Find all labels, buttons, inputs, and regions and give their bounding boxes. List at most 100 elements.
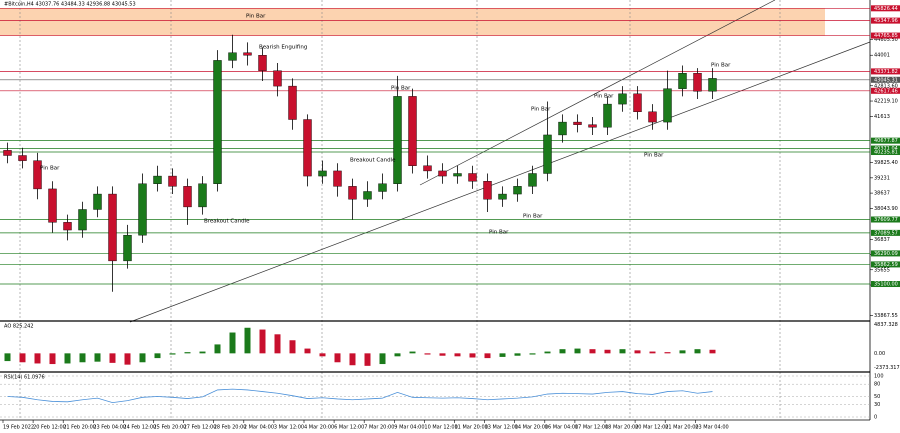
level-label: 43045.31 — [874, 77, 898, 83]
ao-bar — [394, 353, 401, 357]
candle-body — [513, 186, 522, 195]
y-tick-label: 0 — [874, 415, 877, 421]
level-label: 37089.57 — [874, 230, 898, 236]
candle-body — [408, 96, 417, 166]
y-tick-label: 4837.328 — [874, 322, 898, 328]
ao-bar — [334, 353, 341, 363]
candle-body — [708, 78, 717, 92]
x-tick-label: 4 Mar 20:00 — [304, 425, 334, 431]
candle-body — [618, 93, 627, 105]
ao-bar — [349, 353, 356, 366]
level-label: 44765.85 — [874, 33, 898, 39]
ao-bar — [484, 353, 491, 359]
candle-body — [228, 52, 237, 61]
level-label: 37609.77 — [874, 217, 898, 223]
ao-bar — [169, 353, 176, 355]
y-tick-label: 100 — [874, 374, 884, 380]
ao-bar — [589, 349, 596, 354]
y-tick-label: 39825.40 — [874, 160, 898, 166]
level-label: 45347.96 — [874, 18, 898, 24]
ao-bar — [664, 352, 671, 354]
candle-body — [663, 88, 672, 123]
annotation: Pin Bar — [489, 230, 509, 236]
rsi-line — [7, 388, 713, 404]
level-label: 35862.59 — [874, 262, 898, 268]
candle-body — [123, 234, 132, 262]
candle-body — [348, 186, 357, 200]
candle-body — [168, 175, 177, 187]
candle-body — [483, 181, 492, 200]
candle-body — [243, 52, 252, 56]
x-tick-label: 13 Mar 12:00 — [485, 425, 518, 431]
y-tick-label: 38637 — [874, 191, 890, 197]
ao-bar — [64, 353, 71, 364]
candle-body — [393, 96, 402, 184]
level-label: 40235.81 — [874, 150, 898, 156]
candle-body — [438, 170, 447, 177]
x-tick-label: 18 Mar 20:00 — [605, 425, 638, 431]
candle-body — [543, 134, 552, 174]
candle-body — [603, 103, 612, 128]
ao-bar — [259, 329, 266, 354]
level-label: 36290.09 — [874, 251, 898, 257]
candle-body — [678, 73, 687, 89]
candle-body — [153, 175, 162, 184]
annotation: Pin Bar — [711, 63, 731, 69]
y-tick-label: 44001 — [874, 53, 890, 59]
level-tag — [871, 149, 900, 156]
level-tag — [871, 5, 900, 12]
ao-bar — [694, 349, 701, 354]
x-tick-label: 23 Feb 04:00 — [93, 425, 126, 431]
ao-bar — [79, 353, 86, 363]
candle-body — [453, 173, 462, 177]
candle-body — [33, 160, 42, 190]
annotation: Pin Bar — [391, 86, 411, 92]
ao-bar — [679, 350, 686, 354]
y-tick-label: 80 — [874, 382, 880, 388]
ao-bar — [139, 353, 146, 363]
resistance-zone — [0, 8, 825, 36]
y-tick-label: 42813.60 — [874, 83, 898, 89]
y-tick-label: 0.00 — [874, 351, 885, 357]
ao-bar — [124, 353, 131, 365]
candle-body — [333, 170, 342, 187]
candle-body — [693, 73, 702, 92]
x-tick-label: 10 Mar 12:00 — [424, 425, 457, 431]
ao-bar — [244, 327, 251, 354]
y-tick-label: 44605.50 — [874, 37, 898, 43]
annotation: Pin Bar — [531, 107, 551, 113]
candle-body — [198, 183, 207, 208]
annotation: Pin Bar — [594, 94, 614, 100]
x-tick-label: 23 Mar 04:00 — [695, 425, 728, 431]
x-tick-label: 21 Feb 20:00 — [63, 425, 96, 431]
candle-body — [468, 173, 477, 182]
x-tick-label: 25 Feb 20:00 — [154, 425, 187, 431]
level-tag — [871, 76, 900, 83]
candle-body — [258, 55, 267, 71]
ao-title: AO 825.242 — [4, 324, 34, 330]
y-tick-label: 33867.55 — [874, 313, 898, 319]
channel-lower — [129, 41, 871, 323]
candle-body — [273, 70, 282, 87]
ao-bar — [94, 353, 101, 362]
candle-body — [648, 111, 657, 123]
ao-bar — [469, 353, 476, 358]
level-tag — [871, 229, 900, 236]
annotation: Breakout Candle — [350, 158, 396, 164]
level-tag — [871, 281, 900, 288]
x-tick-label: 21 Mar 20:00 — [665, 425, 698, 431]
ao-bar — [34, 353, 41, 364]
y-tick-label: 30 — [874, 402, 880, 408]
x-tick-label: 20 Feb 12:00 — [33, 425, 66, 431]
x-tick-label: 7 Mar 20:00 — [364, 425, 394, 431]
ao-bar — [709, 349, 716, 354]
ao-bar — [649, 351, 656, 354]
ao-bar — [154, 353, 161, 359]
candle-body — [378, 183, 387, 192]
candle-body — [633, 93, 642, 113]
candle-body — [48, 188, 57, 223]
candle-body — [588, 124, 597, 128]
candle-body — [18, 155, 27, 161]
